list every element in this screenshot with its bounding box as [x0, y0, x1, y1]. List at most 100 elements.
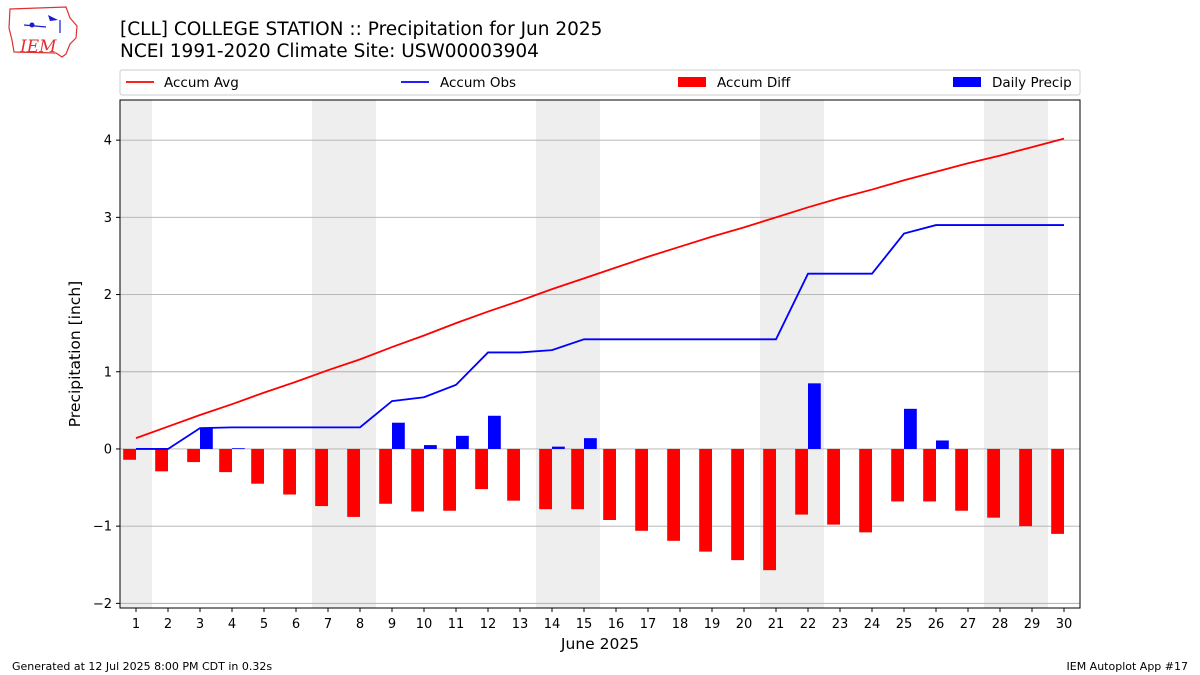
x-axis-ticks: 1 2 3 4 5 6 7 8 9 10 11 12 13 14 15 16 17 18 19 20 21 22 23 24 2…: [132, 608, 1072, 632]
weekend-band-2: [536, 100, 600, 608]
accum-diff-bar-22: [795, 448, 808, 515]
plot-frame: [119, 99, 1081, 609]
y-axis-label: Precipitation [inch]: [66, 281, 84, 427]
accum-diff-bar-28: [987, 448, 1000, 518]
y-tick-label-1: −1: [93, 520, 112, 535]
daily-precip-bar-22: [808, 383, 821, 449]
accum-diff-bar-8: [347, 448, 360, 517]
x-tick-label-30: 30: [1056, 617, 1073, 632]
daily-precip-bar-10: [424, 445, 437, 449]
footer-generated: Generated at 12 Jul 2025 8:00 PM CDT in …: [12, 660, 272, 673]
x-tick-label-2: 2: [164, 617, 172, 632]
y-tick-label-0: −2: [93, 597, 112, 612]
chart-subtitle: NCEI 1991-2020 Climate Site: USW00003904: [120, 41, 539, 62]
x-tick-label-16: 16: [608, 617, 625, 632]
accum-diff-bar-14: [539, 448, 552, 510]
x-tick-label-10: 10: [416, 617, 433, 632]
accum-avg-line: [135, 137, 1065, 439]
accum-diff-bar-26: [923, 448, 936, 502]
accum-diff-bar-7: [315, 448, 328, 507]
accum-diff-bar-4: [219, 448, 232, 473]
accum-diff-bar-25: [891, 448, 904, 502]
accum-diff-bar-21: [763, 448, 776, 571]
lines: [135, 137, 1065, 450]
x-tick-label-27: 27: [960, 617, 977, 632]
bars: [123, 383, 1064, 571]
x-tick-label-12: 12: [480, 617, 497, 632]
accum-diff-bar-10: [411, 448, 424, 512]
daily-precip-bar-25: [904, 408, 917, 449]
x-tick-label-21: 21: [768, 617, 785, 632]
weekend-band-4: [984, 100, 1048, 608]
x-tick-label-25: 25: [896, 617, 913, 632]
accum-diff-bar-13: [507, 448, 520, 501]
x-tick-label-5: 5: [260, 617, 268, 632]
weekend-band-1: [312, 100, 376, 608]
x-tick-label-17: 17: [640, 617, 657, 632]
y-tick-label-4: 2: [104, 288, 112, 303]
x-tick-label-13: 13: [512, 617, 529, 632]
accum-diff-bar-23: [827, 448, 840, 525]
footer-app: IEM Autoplot App #17: [1067, 660, 1189, 673]
accum-diff-bar-17: [635, 448, 648, 531]
daily-precip-bar-9: [392, 422, 405, 449]
x-tick-label-23: 23: [832, 617, 849, 632]
accum-diff-bar-5: [251, 448, 264, 484]
daily-precip-bar-12: [488, 415, 501, 449]
accum-diff-bar-11: [443, 448, 456, 511]
x-tick-label-18: 18: [672, 617, 689, 632]
y-axis-ticks: −2 −1 0 1 2 3 4: [93, 134, 120, 612]
accum-obs-line: [136, 224, 1064, 450]
weekend-band-0: [120, 100, 152, 608]
x-tick-label-22: 22: [800, 617, 817, 632]
chart-title: [CLL] COLLEGE STATION :: Precipitation f…: [120, 19, 602, 40]
x-axis-label: June 2025: [560, 635, 639, 653]
accum-diff-bar-30: [1051, 448, 1064, 534]
x-tick-label-9: 9: [388, 617, 396, 632]
accum-diff-bar-1: [123, 448, 136, 460]
x-tick-label-15: 15: [576, 617, 593, 632]
legend-label-daily-precip: Daily Precip: [992, 75, 1072, 91]
x-tick-label-1: 1: [132, 617, 140, 632]
x-tick-label-7: 7: [324, 617, 332, 632]
y-tick-label-2: 0: [104, 442, 112, 457]
daily-precip-bar-11: [456, 435, 469, 449]
daily-precip-bar-14: [552, 446, 565, 449]
legend-label-accum-diff: Accum Diff: [717, 75, 791, 91]
daily-precip-bar-15: [584, 438, 597, 449]
x-tick-label-29: 29: [1024, 617, 1041, 632]
accum-diff-bar-18: [667, 448, 680, 541]
accum-diff-bar-27: [955, 448, 968, 511]
x-tick-label-14: 14: [544, 617, 561, 632]
x-tick-label-4: 4: [228, 617, 236, 632]
x-tick-label-20: 20: [736, 617, 753, 632]
accum-diff-bar-2: [155, 448, 168, 472]
y-tick-label-6: 4: [104, 134, 112, 149]
accum-diff-bar-6: [283, 448, 296, 495]
x-tick-label-3: 3: [196, 617, 204, 632]
legend: Accum Avg Accum Obs Accum Diff Daily Pre…: [119, 69, 1081, 96]
x-tick-label-28: 28: [992, 617, 1009, 632]
legend-label-accum-avg: Accum Avg: [164, 75, 239, 91]
x-tick-label-11: 11: [448, 617, 465, 632]
x-tick-label-6: 6: [292, 617, 300, 632]
iem-logo: IEM: [8, 6, 78, 58]
x-tick-label-19: 19: [704, 617, 721, 632]
accum-diff-bar-29: [1019, 448, 1032, 527]
x-tick-label-24: 24: [864, 617, 881, 632]
y-tick-label-5: 3: [104, 211, 112, 226]
legend-swatch-daily-precip: [953, 77, 981, 87]
legend-swatch-accum-diff: [678, 77, 706, 87]
accum-diff-bar-12: [475, 448, 488, 490]
accum-diff-bar-16: [603, 448, 616, 520]
accum-diff-bar-20: [731, 448, 744, 561]
accum-diff-bar-9: [379, 448, 392, 504]
x-tick-label-8: 8: [356, 617, 364, 632]
accum-diff-bar-24: [859, 448, 872, 533]
accum-diff-bar-15: [571, 448, 584, 510]
accum-diff-bar-19: [699, 448, 712, 552]
daily-precip-bar-3: [200, 428, 213, 449]
weekend-shading: [120, 100, 1048, 608]
accum-diff-bar-3: [187, 448, 200, 463]
